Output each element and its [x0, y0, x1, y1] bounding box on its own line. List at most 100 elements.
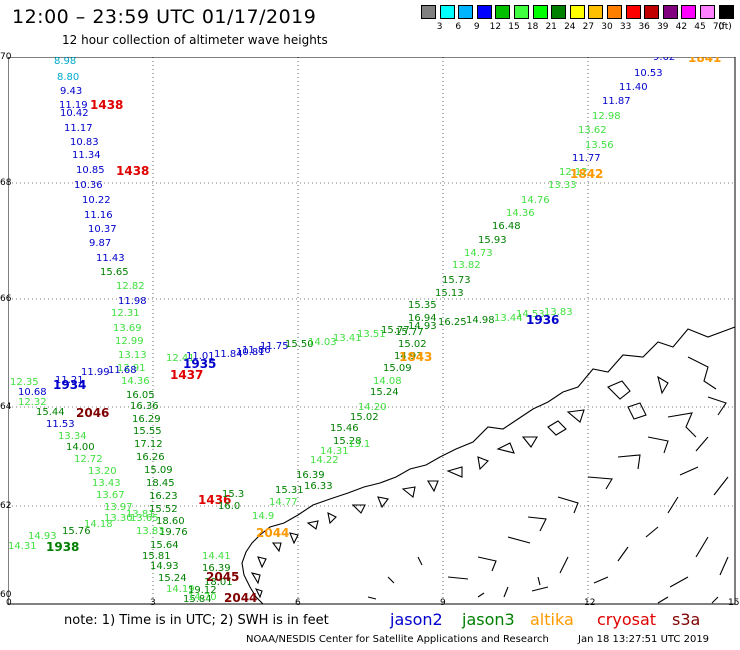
track-id-label: 2044 [256, 526, 289, 540]
wave-height-value: 11.84 [214, 349, 243, 360]
wave-height-value: 15.50 [285, 339, 314, 350]
page-subtitle: 12 hour collection of altimeter wave hei… [62, 33, 328, 47]
wave-height-value: 11.01 [186, 351, 215, 362]
wave-height-value: 13.65 [130, 513, 159, 524]
lon-label-6: 6 [295, 598, 301, 608]
track-id-label: 2046 [76, 406, 109, 420]
wave-height-value: 10.37 [88, 224, 117, 235]
color-scale-label: 12 [489, 22, 502, 32]
wave-height-value: 16.94 [408, 313, 437, 324]
wave-height-value: 14.41 [202, 551, 231, 562]
wave-height-value: 13.81 [126, 509, 155, 520]
wave-height-value: 14.70 [188, 592, 217, 603]
wave-height-value: 13.30 [104, 513, 133, 524]
wave-height-value: 10.81 [236, 347, 265, 358]
color-scale-swatch [532, 5, 548, 19]
color-scale-label: 70 [712, 22, 725, 32]
wave-height-value: 12.12 [559, 167, 588, 178]
wave-height-value: 11.16 [84, 210, 113, 221]
color-scale-swatch [607, 5, 622, 19]
color-scale-swatch [439, 5, 455, 19]
wave-height-value: 15.55 [133, 426, 162, 437]
wave-height-value: 14.76 [521, 195, 550, 206]
track-id-label: 1842 [570, 167, 603, 181]
track-id-label: 1436 [198, 493, 231, 507]
lat-label-68: 68 [0, 178, 12, 188]
color-scale-unit: (ft) [718, 22, 732, 32]
wave-height-value: 10.42 [60, 108, 89, 119]
wave-height-value: 11.21 [55, 375, 84, 386]
wave-height-value: 14.22 [310, 455, 339, 466]
wave-height-value: 12.35 [10, 377, 39, 388]
color-scale-label: 30 [601, 22, 613, 32]
color-scale-label: 24 [564, 22, 576, 32]
wave-height-value: 14.53 [516, 309, 545, 320]
color-scale-label: 9 [473, 22, 480, 32]
color-scale-label: 42 [675, 22, 688, 32]
wave-height-value: 13.83 [136, 526, 165, 537]
color-scale-swatch [421, 5, 436, 19]
legend-altika: altika [530, 610, 574, 629]
wave-height-value: 18.60 [156, 516, 185, 527]
wave-height-value: 16.23 [149, 491, 178, 502]
legend-jason2: jason2 [390, 610, 443, 629]
wave-height-value: 15.84 [183, 594, 212, 605]
color-scale-swatch [588, 5, 604, 19]
wave-height-value: 15.77 [381, 325, 410, 336]
wave-height-value: 14.03 [308, 337, 337, 348]
wave-height-value: 16.05 [126, 390, 155, 401]
wave-height-value: 11.17 [64, 123, 93, 134]
wave-height-value: 11.87 [602, 96, 631, 107]
wave-height-value: 11.40 [619, 82, 648, 93]
track-id-label: 1841 [688, 57, 721, 65]
wave-height-value: 8.98 [54, 57, 76, 67]
legend-s3a: s3a [672, 610, 701, 629]
wave-height-value: 14.00 [66, 442, 95, 453]
map-frame [8, 57, 736, 605]
wave-height-value: 12.91 [117, 363, 146, 374]
wave-height-value: 15.73 [442, 275, 471, 286]
wave-height-value: 15.3 [222, 489, 244, 500]
wave-height-value: 15.09 [383, 363, 412, 374]
wave-height-value: 13.82 [452, 260, 481, 271]
wave-height-value: 14.18 [84, 519, 113, 530]
wave-height-value: 13.67 [96, 490, 125, 501]
track-id-label: 2044 [224, 591, 257, 605]
coastline [241, 326, 736, 605]
wave-height-value: 14.93 [28, 531, 57, 542]
wave-height-value: 13.13 [118, 350, 147, 361]
wave-height-value: 16.36 [130, 401, 159, 412]
wave-height-value: 12.99 [115, 336, 144, 347]
color-scale-swatch [718, 5, 734, 19]
wave-height-value: 11.68 [108, 365, 137, 376]
lat-label-60: 60 [0, 590, 12, 600]
wave-height-value: 11.77 [572, 153, 601, 164]
color-scale-swatch [700, 5, 715, 19]
wave-height-value: 15.31 [275, 485, 304, 496]
wave-height-value: 10.83 [70, 137, 99, 148]
wave-height-value: 12.41 [166, 353, 195, 364]
wave-height-value: 15.65 [100, 267, 129, 278]
track-id-label: 1843 [399, 350, 432, 364]
track-id-label: 2045 [206, 570, 239, 584]
wave-height-value: 12.82 [116, 281, 145, 292]
color-scale-label: 27 [582, 22, 595, 32]
lon-label-9: 9 [440, 598, 446, 608]
wave-height-value: 18.45 [146, 478, 175, 489]
color-scale-swatch [625, 5, 641, 19]
wave-height-value: 15.44 [36, 407, 65, 418]
lon-label-15: 15 [728, 598, 740, 608]
wave-height-value: 14.31 [8, 541, 37, 552]
wave-height-value: 15.46 [330, 423, 359, 434]
color-scale-swatch [644, 5, 660, 19]
wave-height-value: 13.43 [92, 478, 121, 489]
lat-label-70: 70 [0, 52, 12, 62]
wave-height-value: 15.77 [395, 327, 424, 338]
wave-height-value: 11.75 [260, 341, 289, 352]
wave-height-value: 14.08 [373, 376, 402, 387]
wave-height-value: 13.56 [585, 140, 614, 151]
wave-height-value: 12.31 [111, 308, 140, 319]
wave-height-value: 14.20 [358, 402, 387, 413]
footnote: note: 1) Time is in UTC; 2) SWH is in fe… [64, 613, 329, 628]
